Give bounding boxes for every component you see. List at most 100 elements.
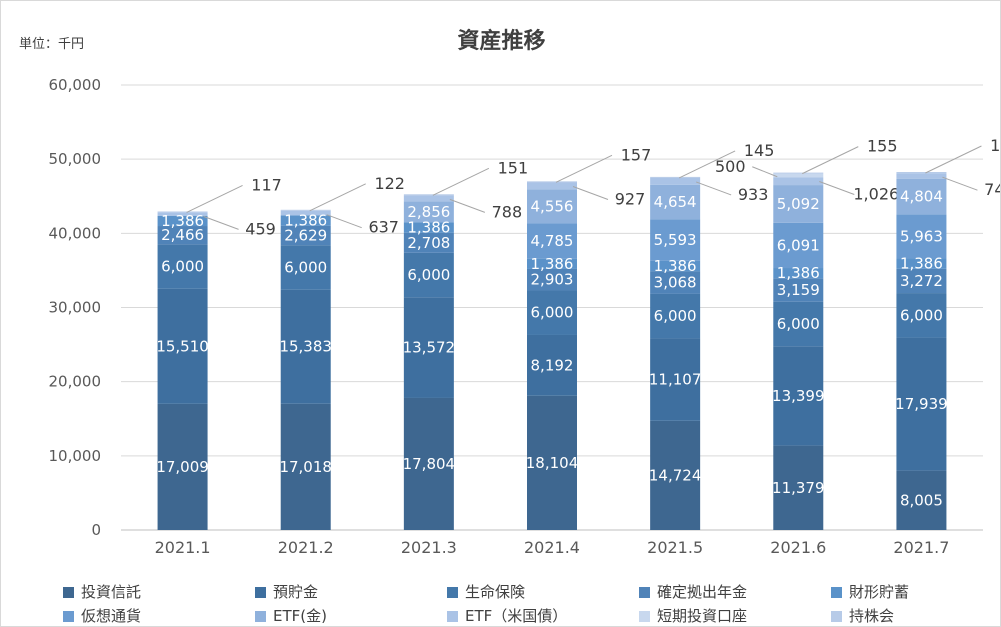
legend-swatch — [447, 611, 458, 622]
data-label: 1,386 — [654, 257, 697, 275]
legend-item: 確定拠出年金 — [639, 581, 747, 602]
bar-segment — [403, 232, 454, 253]
data-label: 11,107 — [649, 371, 702, 389]
leader-line — [186, 185, 243, 213]
bar-segment — [527, 334, 577, 396]
data-label: 2,629 — [284, 226, 327, 244]
chart-title: 資産推移 — [457, 29, 546, 54]
x-tick-label: 2021.1 — [155, 538, 211, 557]
data-label: 3,068 — [654, 274, 697, 292]
data-label: 8,005 — [900, 491, 943, 509]
data-label: 17,804 — [403, 455, 456, 473]
legend-swatch — [831, 611, 842, 622]
bar-segment — [527, 223, 577, 259]
x-tick-label: 2021.7 — [893, 538, 949, 557]
bar-segment — [896, 171, 947, 174]
bar-segment — [527, 258, 577, 269]
data-label: 6,000 — [161, 258, 204, 276]
data-label: 741 — [984, 180, 1000, 199]
bar-segment — [650, 219, 701, 261]
leader-line — [752, 166, 778, 178]
bar-segment — [773, 173, 824, 178]
bar-segment — [403, 397, 454, 530]
bar-segment — [403, 252, 454, 298]
data-label: 1,386 — [284, 212, 327, 230]
data-label: 6,000 — [407, 266, 450, 284]
bar-segment — [896, 268, 947, 294]
legend-item: 持株会 — [831, 605, 894, 626]
data-label: 17,018 — [279, 458, 332, 476]
bar-segment — [280, 245, 331, 290]
leader-line — [942, 176, 978, 191]
legend-swatch — [639, 611, 650, 622]
y-tick-label: 20,000 — [49, 373, 102, 391]
data-label: 500 — [715, 157, 746, 176]
legend-label: 短期投資口座 — [657, 607, 748, 625]
data-label: 2,708 — [407, 234, 450, 252]
bar-segment — [403, 201, 454, 223]
leader-line — [925, 145, 982, 174]
leader-line — [555, 154, 613, 183]
leader-line — [309, 183, 366, 212]
x-tick-label: 2021.6 — [770, 538, 826, 557]
data-label: 3,272 — [900, 272, 943, 290]
bar-segment — [157, 288, 208, 404]
bar-segment — [527, 182, 577, 190]
legend-swatch — [255, 611, 266, 622]
y-tick-label: 40,000 — [49, 224, 102, 242]
data-label: 15,510 — [156, 337, 209, 355]
bar-segment — [527, 395, 577, 530]
leader-line — [678, 150, 736, 179]
data-label: 14,724 — [649, 466, 702, 484]
data-label: 17,009 — [156, 458, 209, 476]
x-tick-label: 2021.3 — [401, 538, 457, 557]
leader-line — [449, 198, 486, 213]
data-label: 13,399 — [772, 387, 825, 405]
leader-line — [326, 214, 362, 229]
data-label: 11,379 — [772, 479, 825, 497]
unit-note: 単位：千円 — [19, 37, 85, 52]
bar-segment — [157, 244, 208, 289]
bar-segment — [280, 209, 331, 211]
bar-segment — [896, 470, 947, 530]
data-label: 1,386 — [161, 212, 204, 230]
legend-item: 預貯金 — [255, 581, 318, 602]
bar-segment — [280, 215, 331, 226]
legend-swatch — [447, 587, 458, 598]
bar-segment — [157, 212, 208, 216]
data-label: 1,026 — [853, 184, 899, 203]
bar-segment — [773, 177, 824, 186]
data-label: 145 — [744, 141, 775, 160]
legend-label: 持株会 — [849, 607, 895, 625]
bar-segment — [527, 268, 577, 291]
bar-segment — [403, 194, 454, 196]
bar-segment — [773, 301, 824, 347]
bar-segment — [280, 289, 331, 404]
bar-segment — [773, 346, 824, 446]
data-label: 1,386 — [777, 264, 820, 282]
data-label: 155 — [867, 137, 898, 156]
bar-segment — [403, 297, 454, 398]
bar-segment — [650, 338, 701, 421]
legend-item: 生命保険 — [447, 581, 525, 602]
bar-segment — [773, 268, 824, 279]
bar-segment — [896, 178, 947, 215]
data-label: 157 — [621, 145, 652, 164]
legend-label: ETF（米国債） — [465, 607, 568, 625]
data-label: 1,386 — [407, 219, 450, 237]
data-label: 1,386 — [531, 255, 574, 273]
data-label: 2,466 — [161, 226, 204, 244]
x-tick-label: 2021.2 — [278, 538, 334, 557]
data-label: 8,192 — [531, 356, 574, 374]
data-label: 6,000 — [284, 258, 327, 276]
data-label: 5,963 — [900, 227, 943, 245]
data-label: 2,903 — [531, 271, 574, 289]
data-label: 151 — [498, 158, 529, 177]
data-label: 927 — [615, 190, 646, 209]
y-tick-label: 10,000 — [49, 447, 102, 465]
x-tick-label: 2021.4 — [524, 538, 580, 557]
bar-segment — [403, 195, 454, 202]
y-tick-label: 0 — [91, 521, 101, 539]
